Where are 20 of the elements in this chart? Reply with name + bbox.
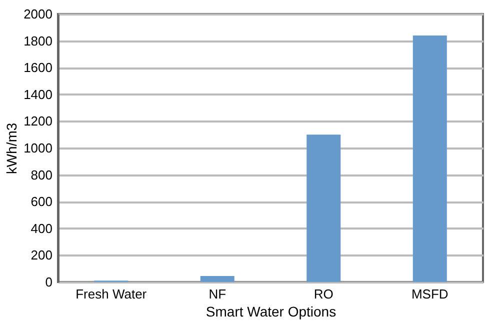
y-tick-label: 1600 (24, 60, 52, 76)
bar (200, 276, 234, 282)
y-tick-label: 800 (30, 167, 52, 182)
bar (412, 35, 447, 282)
x-tick-label: RO (314, 286, 334, 302)
y-tick-label: 400 (30, 220, 52, 236)
x-tick-label: NF (208, 286, 226, 302)
y-tick-label: 1200 (24, 114, 52, 129)
x-tick-label: MSFD (411, 286, 448, 302)
y-tick-label: 600 (30, 194, 52, 210)
x-tick-label: Fresh Water (76, 286, 148, 302)
y-axis-title: kWh/m3 (4, 122, 20, 174)
y-tick-label: 0 (45, 274, 52, 290)
y-tick-label: 1000 (24, 140, 52, 156)
y-tick-label: 1400 (24, 86, 52, 102)
x-axis-title: Smart Water Options (206, 304, 336, 320)
y-tick-label: 1800 (24, 33, 52, 48)
y-tick-label: 2000 (24, 6, 52, 22)
bar (306, 134, 341, 282)
y-tick-label: 200 (30, 248, 52, 263)
